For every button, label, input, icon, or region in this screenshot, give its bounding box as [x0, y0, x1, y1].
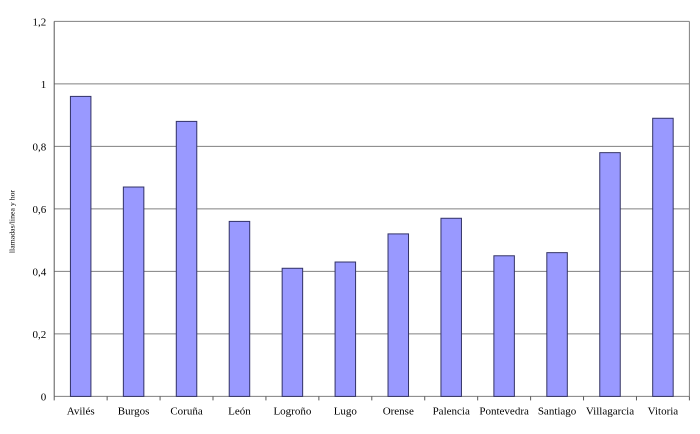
svg-text:1: 1 [41, 79, 47, 91]
svg-text:0,6: 0,6 [32, 204, 46, 216]
svg-text:llamadas/linea y hor: llamadas/linea y hor [8, 189, 17, 253]
svg-text:1,2: 1,2 [32, 16, 46, 28]
svg-text:Logroño: Logroño [273, 405, 311, 417]
svg-text:Coruña: Coruña [170, 405, 203, 417]
svg-text:0,2: 0,2 [32, 329, 46, 341]
svg-text:0: 0 [41, 391, 47, 403]
svg-text:Villagarcia: Villagarcia [586, 405, 634, 417]
svg-text:Vitoria: Vitoria [648, 405, 679, 417]
svg-text:Pontevedra: Pontevedra [479, 405, 529, 417]
svg-text:Avilés: Avilés [67, 405, 95, 417]
svg-text:Santiago: Santiago [538, 405, 577, 417]
svg-text:0,8: 0,8 [32, 141, 46, 153]
svg-text:León: León [228, 405, 251, 417]
svg-text:Burgos: Burgos [118, 405, 150, 417]
svg-text:Lugo: Lugo [334, 405, 358, 417]
svg-text:0,4: 0,4 [32, 266, 46, 278]
svg-text:Palencia: Palencia [433, 405, 470, 417]
svg-text:Orense: Orense [383, 405, 414, 417]
